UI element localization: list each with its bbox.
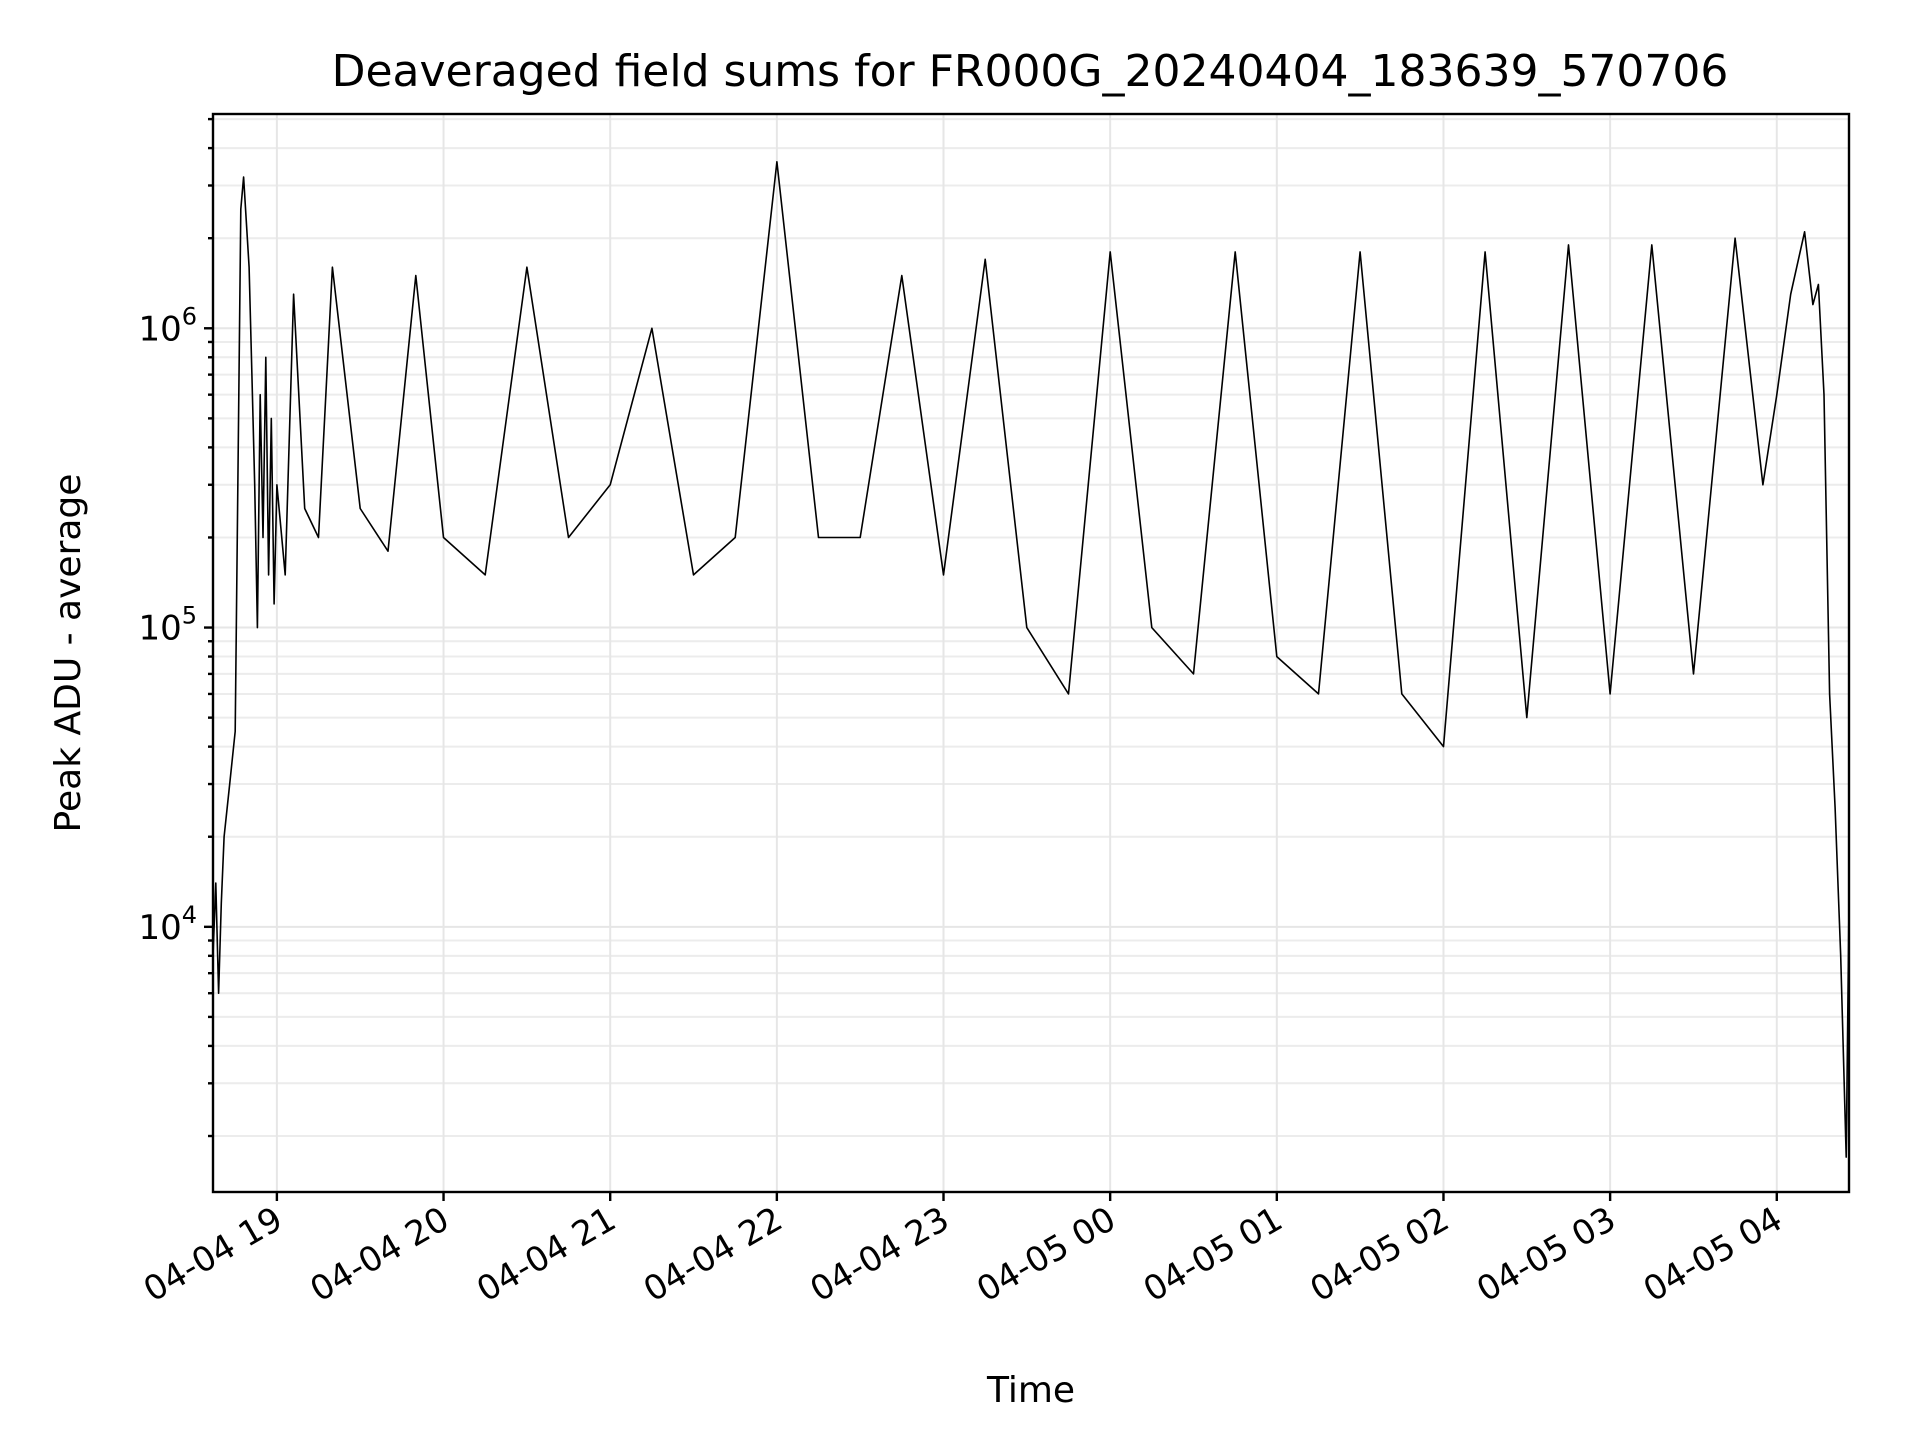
x-tick-label: 04-05 03	[1470, 1199, 1622, 1310]
series-line-0	[212, 161, 1850, 1158]
x-tick-label: 04-05 00	[970, 1199, 1122, 1310]
x-tick-label: 04-04 21	[470, 1199, 622, 1310]
x-tick-label: 04-04 23	[804, 1199, 956, 1310]
y-tick-label: 104	[138, 901, 197, 948]
x-tick-label: 04-05 04	[1637, 1199, 1789, 1310]
x-axis-label: Time	[986, 1370, 1075, 1411]
x-tick-label: 04-05 02	[1304, 1199, 1456, 1310]
grid	[213, 114, 1849, 1192]
x-tick-label: 04-05 01	[1137, 1199, 1289, 1310]
x-tick-label: 04-04 20	[304, 1199, 456, 1310]
x-tick-label: 04-04 19	[137, 1199, 289, 1310]
y-tick-label: 106	[138, 302, 197, 349]
ticks: 04-04 19 04-04 20 04-04 21 04-04 22 04-04 23…	[137, 117, 1789, 1310]
chart-title: Deaveraged field sums for FR000G_2024040…	[332, 46, 1729, 97]
y-axis-label: Peak ADU - average	[48, 474, 89, 833]
plot-frame	[211, 112, 1851, 1194]
y-tick-label: 105	[138, 602, 197, 649]
series-layer	[212, 161, 1850, 1158]
x-tick-label: 04-04 22	[637, 1199, 789, 1310]
